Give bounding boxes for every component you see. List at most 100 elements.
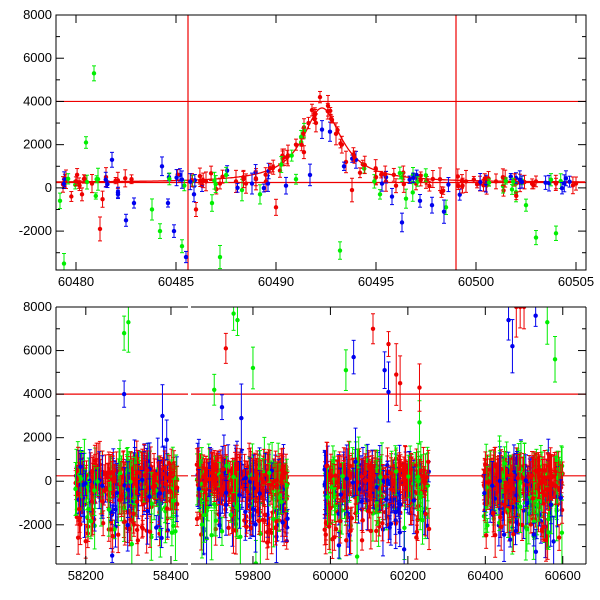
data-point-red bbox=[226, 525, 231, 531]
top-panel: -2000 0 2000 4000 6000 8000 60480 60485 60490 604… bbox=[19, 7, 594, 289]
data-point-green bbox=[293, 177, 299, 182]
data-point-green bbox=[228, 512, 233, 517]
x-tick-label: 60480 bbox=[58, 274, 94, 289]
data-point-red bbox=[426, 526, 432, 532]
data-point-red bbox=[482, 176, 487, 181]
data-point-red bbox=[260, 480, 266, 485]
data-point-green bbox=[372, 179, 377, 184]
y-tick-label: 8000 bbox=[23, 7, 52, 22]
data-point-blue bbox=[280, 520, 285, 525]
data-point-blue bbox=[171, 228, 177, 234]
data-point-blue bbox=[115, 190, 121, 195]
data-point-red bbox=[81, 176, 87, 182]
data-point-red bbox=[129, 177, 134, 182]
data-point-red bbox=[245, 489, 250, 495]
data-point-red bbox=[100, 197, 105, 202]
data-point-blue bbox=[401, 547, 407, 552]
data-point-green bbox=[91, 71, 97, 76]
data-point-blue bbox=[417, 198, 423, 204]
data-point-red bbox=[244, 524, 249, 529]
data-point-blue bbox=[253, 522, 258, 527]
data-point-red bbox=[250, 476, 255, 481]
data-point-red bbox=[531, 182, 536, 188]
data-point-red bbox=[299, 142, 304, 148]
data-point-blue bbox=[446, 182, 451, 187]
data-point-green bbox=[423, 173, 428, 178]
data-point-green bbox=[182, 183, 187, 188]
data-point-red bbox=[200, 179, 205, 184]
data-point-red bbox=[167, 474, 173, 479]
data-point-green bbox=[86, 506, 91, 512]
data-point-red bbox=[217, 181, 223, 186]
data-point-red bbox=[267, 527, 272, 533]
data-point-green bbox=[209, 532, 214, 538]
y-tick-label: 4000 bbox=[23, 93, 52, 108]
data-point-green bbox=[153, 488, 159, 493]
data-point-red bbox=[471, 177, 477, 182]
data-point-blue bbox=[78, 464, 83, 469]
data-point-green bbox=[108, 486, 113, 492]
data-point-green bbox=[83, 140, 89, 145]
data-point-blue bbox=[327, 129, 333, 134]
x-tick-label: 60505 bbox=[558, 274, 594, 289]
data-point-green bbox=[112, 527, 117, 532]
data-point-green bbox=[276, 495, 282, 500]
data-point-green bbox=[173, 529, 178, 534]
data-point-red bbox=[122, 519, 128, 524]
data-point-red bbox=[101, 471, 107, 477]
data-point-red bbox=[167, 488, 173, 494]
data-point-blue bbox=[125, 522, 130, 528]
data-point-red bbox=[284, 154, 290, 160]
data-point-red bbox=[379, 172, 384, 177]
data-point-red bbox=[89, 181, 95, 186]
data-point-green bbox=[78, 476, 84, 482]
data-point-blue bbox=[100, 483, 105, 488]
data-point-green bbox=[157, 228, 163, 234]
data-point-blue bbox=[429, 202, 435, 208]
data-point-red bbox=[430, 176, 436, 182]
data-point-red bbox=[463, 179, 469, 184]
x-tick-label: 60495 bbox=[358, 274, 394, 289]
data-point-red bbox=[220, 174, 225, 179]
data-point-blue bbox=[407, 177, 412, 182]
data-point-green bbox=[167, 176, 172, 182]
data-point-red bbox=[194, 462, 200, 467]
data-point-red bbox=[139, 482, 144, 487]
data-point-red bbox=[110, 533, 115, 539]
data-point-green bbox=[410, 190, 415, 195]
data-point-blue bbox=[145, 508, 150, 514]
data-point-green bbox=[486, 180, 492, 185]
data-point-green bbox=[169, 530, 175, 535]
data-point-blue bbox=[179, 177, 185, 182]
data-point-red bbox=[456, 183, 461, 189]
data-point-blue bbox=[567, 179, 572, 184]
data-point-red bbox=[234, 466, 239, 471]
data-point-red bbox=[312, 116, 317, 122]
data-point-red bbox=[427, 183, 432, 189]
data-point-green bbox=[173, 475, 179, 481]
data-point-blue bbox=[235, 185, 240, 191]
data-point-blue bbox=[174, 175, 179, 180]
data-point-red bbox=[100, 499, 105, 504]
data-point-green bbox=[239, 187, 245, 193]
data-point-blue bbox=[562, 181, 567, 186]
data-point-green bbox=[88, 519, 94, 524]
data-point-blue bbox=[283, 183, 289, 188]
data-point-green bbox=[279, 162, 284, 167]
data-point-red bbox=[351, 152, 356, 157]
data-point-blue bbox=[154, 525, 159, 530]
data-point-blue bbox=[188, 179, 193, 184]
data-point-green bbox=[257, 192, 263, 197]
data-point-blue bbox=[83, 481, 88, 486]
data-point-red bbox=[293, 142, 299, 147]
data-point-red bbox=[335, 127, 340, 133]
data-point-red bbox=[306, 120, 311, 126]
data-point-red bbox=[164, 506, 170, 511]
data-point-red bbox=[164, 475, 169, 481]
data-point-green bbox=[362, 166, 367, 171]
data-point-red bbox=[135, 538, 141, 543]
data-point-green bbox=[179, 244, 185, 249]
data-point-red bbox=[197, 173, 203, 179]
data-point-blue bbox=[123, 218, 129, 223]
data-point-red bbox=[273, 205, 279, 210]
